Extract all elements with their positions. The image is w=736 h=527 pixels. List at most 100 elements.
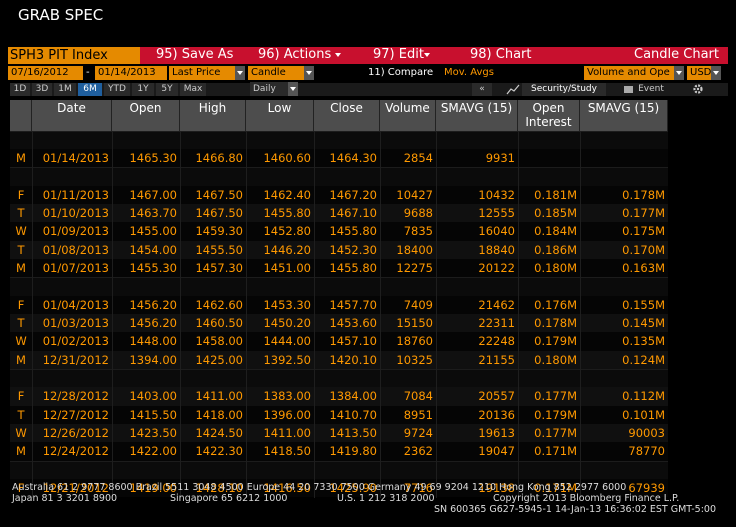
table-row (10, 185, 668, 204)
table-cell: 1383.00 (263, 389, 311, 404)
header-cell (10, 100, 32, 131)
footer-text: Copyright 2013 Bloomberg Finance L.P. (493, 493, 680, 504)
table-cell: 01/04/2013 (42, 297, 109, 312)
table-cell: 1394.00 (129, 352, 177, 367)
table-cell: 20136 (478, 407, 515, 422)
table-cell: 0.124M (622, 352, 665, 367)
table-cell: 67939 (628, 481, 665, 496)
table-cell: 1418.00 (195, 407, 243, 422)
style-dropdown[interactable]: Candle (248, 66, 314, 80)
table-cell: 1415.50 (129, 407, 177, 422)
table-cell: 1455.50 (195, 242, 243, 257)
table-cell: 10432 (478, 187, 515, 202)
weekday: W (15, 426, 27, 441)
column-header: Close (314, 100, 380, 131)
column-header: High (180, 100, 246, 131)
table-cell: 1451.00 (263, 260, 311, 275)
table-cell: 1455.80 (329, 224, 377, 239)
table-cell: 19138 (478, 481, 515, 496)
table-cell: 1418.50 (263, 444, 311, 459)
table-cell: 1423.50 (129, 426, 177, 441)
table-cell: 1457.70 (329, 297, 377, 312)
table-row (10, 387, 668, 406)
security-study-button[interactable]: Security/Study (522, 83, 606, 96)
period-button[interactable]: Max (180, 83, 206, 96)
table-cell: 1455.80 (263, 205, 311, 220)
table-cell: 1452.30 (329, 242, 377, 257)
table-cell: 1455.80 (329, 260, 377, 275)
period-button[interactable]: 3D (32, 83, 52, 96)
table-cell: 0.171M (534, 444, 577, 459)
table-cell: 1419.80 (329, 444, 377, 459)
table-cell: 1462.40 (263, 187, 311, 202)
collapse-button[interactable]: « (472, 83, 492, 96)
start-date[interactable]: 07/16/2012 (8, 66, 83, 80)
footer-text: U.S. 1 212 318 2000 (337, 493, 435, 504)
table-cell: 1425.90 (329, 481, 377, 496)
menu-button[interactable]: 95) Save As (156, 47, 234, 63)
period-button[interactable]: 5Y (156, 83, 178, 96)
footer-text: Australia 61 2 9777 8600 Brazil 5511 304… (12, 482, 627, 493)
table-cell: 0.163M (622, 260, 665, 275)
table-row (10, 442, 668, 461)
table-cell: 15150 (396, 316, 433, 330)
mov-avgs-button[interactable]: Mov. Avgs (444, 67, 494, 78)
table-cell: 1410.70 (329, 407, 377, 422)
date-separator: - (86, 67, 90, 78)
table-cell: 1446.20 (263, 242, 311, 257)
table-cell: 1416.50 (263, 481, 311, 496)
field-dropdown[interactable]: Last Price (169, 66, 245, 80)
period-button[interactable]: YTD (104, 83, 130, 96)
menu-button[interactable]: 98) Chart (470, 47, 532, 63)
menu-button[interactable]: 96) Actions (258, 47, 332, 63)
currency-dropdown[interactable]: USD (687, 66, 721, 80)
week-separator (10, 460, 668, 480)
end-date[interactable]: 01/14/2013 (95, 66, 167, 80)
table-cell: 1467.00 (129, 187, 177, 202)
security-field[interactable]: SPH3 PIT Index (8, 47, 140, 64)
table-cell: 0.184M (534, 224, 577, 239)
table-cell: 1411.00 (263, 426, 311, 441)
column-header: SMAVG (15) (580, 100, 668, 131)
frequency-dropdown[interactable]: Daily (250, 82, 298, 96)
weekday: W (15, 224, 27, 239)
table-cell: 1419.00 (129, 481, 177, 496)
table-cell: 01/09/2013 (42, 224, 109, 239)
weekday: M (16, 260, 26, 275)
settings-icon[interactable] (692, 83, 704, 95)
week-separator (10, 277, 668, 296)
week-separator (10, 130, 668, 149)
table-cell: 0.177M (622, 205, 665, 220)
table-cell: 0.176M (534, 297, 577, 312)
lower-dropdown[interactable]: Volume and Ope (584, 66, 684, 80)
period-button[interactable]: 1M (54, 83, 76, 96)
table-cell: 12275 (396, 260, 433, 275)
table-row (10, 222, 668, 241)
compare-button[interactable]: 11) Compare (368, 67, 434, 78)
dropdown-arrow (335, 53, 341, 57)
period-button[interactable]: 6M (78, 83, 102, 96)
table-row (10, 424, 668, 443)
period-button[interactable]: 1Y (132, 83, 154, 96)
table-cell: 9688 (403, 205, 433, 220)
dropdown-arrow (424, 53, 430, 57)
table-cell: 0.177M (534, 426, 577, 441)
period-button[interactable]: 1D (10, 83, 30, 96)
table-row (10, 350, 668, 370)
weekday: M (16, 150, 26, 165)
table-cell: 16040 (478, 224, 515, 239)
weekday: T (17, 407, 25, 422)
table-cell: 22311 (478, 316, 515, 330)
table-cell: 0.177M (534, 389, 577, 404)
table-cell: 12/24/2012 (42, 444, 109, 459)
table-row (10, 314, 668, 333)
event-button[interactable]: Event (638, 84, 664, 94)
table-cell: 7835 (403, 224, 433, 239)
table-cell: 0.179M (534, 407, 577, 422)
menu-button[interactable]: 97) Edit (373, 47, 424, 63)
table-cell: 1392.50 (263, 352, 311, 367)
table-cell: 12/31/2012 (42, 352, 109, 367)
table-cell: 1459.30 (195, 224, 243, 239)
table-cell: 18760 (396, 334, 433, 349)
table-cell: 9724 (403, 426, 433, 441)
